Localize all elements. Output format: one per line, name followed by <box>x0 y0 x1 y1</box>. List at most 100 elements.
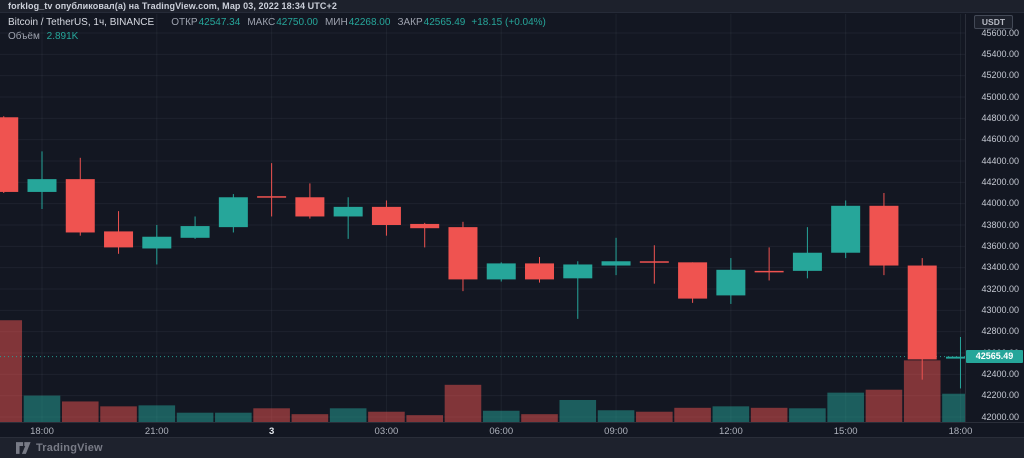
price-tick-label: 45200.00 <box>981 70 1019 81</box>
attribution-bar: forklog_tv опубликовал(а) на TradingView… <box>0 0 1024 13</box>
high-label: МАКС <box>247 17 276 28</box>
candle-body <box>142 236 172 249</box>
price-tick-label: 44200.00 <box>981 176 1019 187</box>
tradingview-brand-text: TradingView <box>36 442 103 454</box>
candle-body <box>869 205 899 266</box>
candle-body <box>371 206 401 225</box>
candle-body <box>678 262 708 299</box>
candle-body <box>65 179 95 233</box>
volume-bar <box>176 412 214 422</box>
candle-body <box>410 223 440 229</box>
price-tick-label: 43200.00 <box>981 283 1019 294</box>
change-value: +18.15 (+0.04%) <box>471 17 546 28</box>
candle-body <box>792 252 822 271</box>
volume-bar <box>138 405 176 422</box>
chart-pane[interactable] <box>0 14 979 422</box>
volume-bar <box>559 399 597 422</box>
attribution-text: forklog_tv опубликовал(а) на TradingView… <box>8 1 337 11</box>
price-tick-label: 43600.00 <box>981 240 1019 251</box>
volume-bar <box>406 415 443 422</box>
symbol-title[interactable]: Bitcoin / TetherUS, 1ч, BINANCE <box>8 17 155 28</box>
price-tick-label: 44400.00 <box>981 155 1019 166</box>
legend-ohlc-row: Bitcoin / TetherUS, 1ч, BINANCE ОТКР42547… <box>8 16 546 30</box>
volume-bar <box>0 320 23 422</box>
currency-toggle-button[interactable]: USDT <box>974 15 1013 29</box>
volume-bar <box>750 407 788 422</box>
volume-bar <box>291 414 329 422</box>
candle-body <box>563 264 593 279</box>
volume-bar <box>636 411 673 422</box>
volume-bar <box>827 392 864 422</box>
legend-volume-row: Объём 2.891K <box>8 30 546 44</box>
price-tick-label: 43800.00 <box>981 219 1019 230</box>
candle-body <box>27 179 57 192</box>
volume-value: 2.891K <box>46 31 79 42</box>
price-tick-label: 43400.00 <box>981 262 1019 273</box>
price-axis[interactable]: 45600.00 45400.00 45200.00 45000.00 44800.00… <box>965 14 1024 437</box>
candle-body <box>448 227 478 280</box>
price-tick-label: 43000.00 <box>981 304 1019 315</box>
candle-body <box>945 356 965 359</box>
tradingview-logo-icon <box>16 442 31 454</box>
candle-body <box>0 117 19 192</box>
volume-bar <box>253 408 290 422</box>
candle-body <box>831 205 861 253</box>
time-axis[interactable]: 18:00 21:00 3 03:00 06:00 09:00 12:00 15:00 18:0… <box>0 422 1024 437</box>
candle-body <box>180 226 210 238</box>
volume-bar <box>23 395 61 422</box>
price-tick-label: 44800.00 <box>981 112 1019 123</box>
low-value: 42268.00 <box>348 17 391 28</box>
time-tick-label: 15:00 <box>833 426 858 437</box>
candle-body <box>486 263 516 280</box>
price-tick-label: 45600.00 <box>981 27 1019 38</box>
price-tick-label: 45400.00 <box>981 48 1019 59</box>
candle-body <box>601 261 631 266</box>
volume-bar <box>444 384 482 422</box>
price-tick-label: 42200.00 <box>981 390 1019 401</box>
tradingview-brand-link[interactable]: TradingView <box>16 442 103 454</box>
time-tick-label: 06:00 <box>489 426 514 437</box>
volume-bar <box>61 401 99 422</box>
volume-label: Объём <box>8 31 40 42</box>
close-label: ЗАКР <box>397 17 423 28</box>
high-value: 42750.00 <box>276 17 318 28</box>
price-tick-label: 42800.00 <box>981 326 1019 337</box>
volume-bar <box>482 410 520 422</box>
volume-bar <box>100 406 137 422</box>
low-label: МИН <box>324 17 348 28</box>
candle-body <box>104 231 134 248</box>
legend: Bitcoin / TetherUS, 1ч, BINANCE ОТКР42547… <box>8 16 546 44</box>
time-tick-label: 09:00 <box>604 426 628 437</box>
price-tick-label: 44600.00 <box>981 134 1019 145</box>
candle-body <box>257 196 287 198</box>
volume-bar <box>789 408 826 422</box>
candle-body <box>716 269 746 296</box>
candle-series <box>0 116 965 389</box>
volume-bar <box>215 412 252 422</box>
time-tick-label: 21:00 <box>144 426 169 437</box>
price-tick-label: 42000.00 <box>981 411 1019 422</box>
candle-body <box>333 206 363 217</box>
open-label: ОТКР <box>171 17 198 28</box>
grid <box>0 14 965 422</box>
candle-body <box>907 265 937 360</box>
candle-body <box>218 197 248 228</box>
last-price-badge[interactable]: 42565.49 <box>966 350 1023 364</box>
time-tick-label: 18:00 <box>30 426 54 437</box>
volume-bar <box>597 410 635 422</box>
candle-body <box>295 197 325 217</box>
open-value: 42547.34 <box>198 17 241 28</box>
volume-bar <box>368 411 405 422</box>
volume-bar <box>674 407 711 422</box>
volume-bar <box>329 408 367 422</box>
footer-bar: TradingView <box>0 437 1024 458</box>
price-tick-label: 42400.00 <box>981 368 1019 379</box>
volume-bar <box>942 393 965 422</box>
volume-series <box>0 320 965 422</box>
close-value: 42565.49 <box>423 17 466 28</box>
candle-body <box>525 263 555 280</box>
time-tick-label: 12:00 <box>718 426 743 437</box>
price-tick-label: 44000.00 <box>981 198 1019 209</box>
